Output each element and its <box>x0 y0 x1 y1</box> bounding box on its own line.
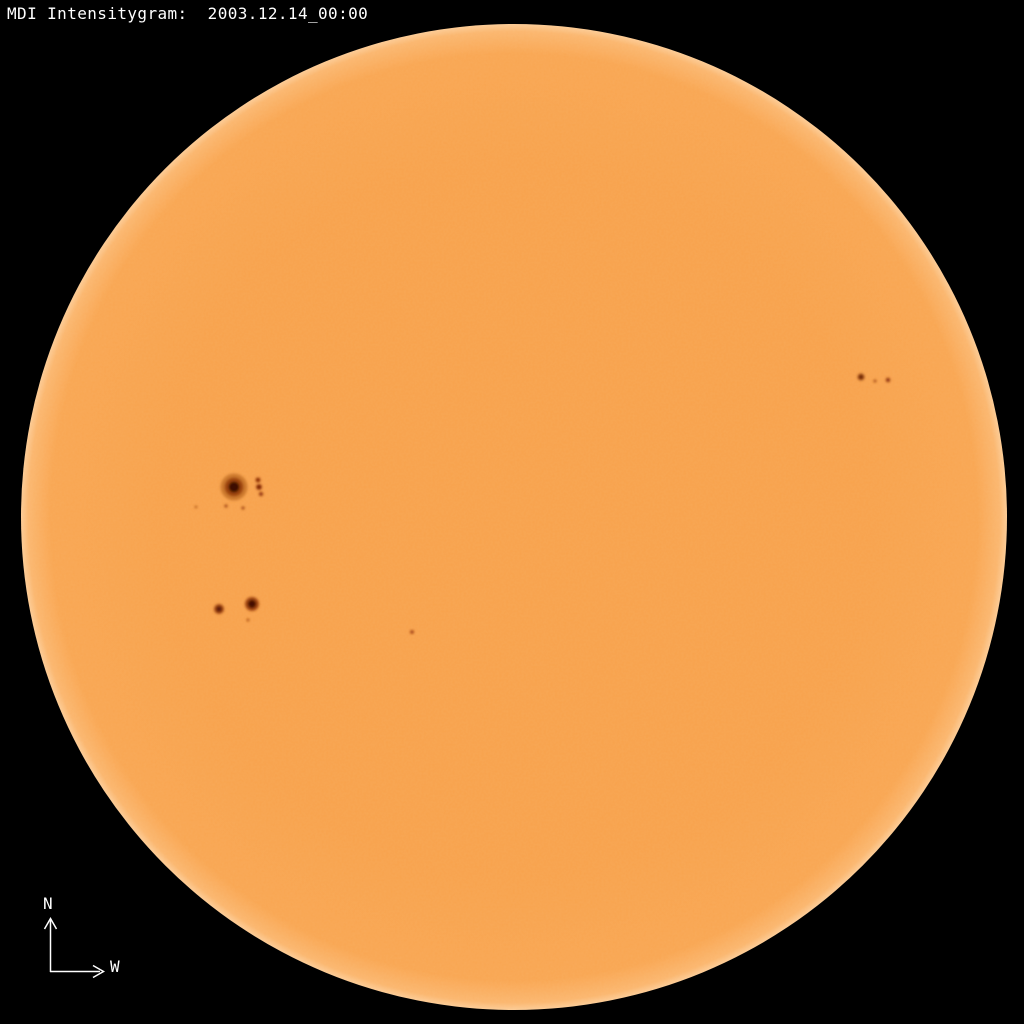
compass-north-arrowhead-icon <box>43 916 58 930</box>
sunspot-companion-1 <box>255 477 261 483</box>
sun-granulation-texture <box>21 24 1007 1010</box>
compass-north-label: N <box>43 894 53 913</box>
sunspot-companion-2 <box>256 484 262 490</box>
sunspot-right-a-core <box>858 374 864 380</box>
sunspot-layer <box>194 373 891 634</box>
compass-arrows <box>43 916 106 979</box>
sunspot-speck-2 <box>241 506 245 510</box>
sunspot-tiny-center <box>410 630 414 634</box>
sunspot-group2-b-core <box>247 599 257 609</box>
sunspot-companion-3 <box>259 492 263 496</box>
sunspot-right-c <box>885 377 891 383</box>
sunspot-main-umbra <box>228 481 240 493</box>
image-title: MDI Intensitygram: 2003.12.14_00:00 <box>7 4 369 23</box>
sunspot-group2-a-core <box>216 606 222 612</box>
sunspot-group2-speck <box>246 618 250 622</box>
compass-west-arrowhead-icon <box>92 964 106 979</box>
compass-west-label: W <box>110 957 120 976</box>
sunspot-speck-3 <box>194 505 198 509</box>
sunspot-speck-1 <box>224 504 228 508</box>
sunspot-right-b <box>873 379 877 383</box>
